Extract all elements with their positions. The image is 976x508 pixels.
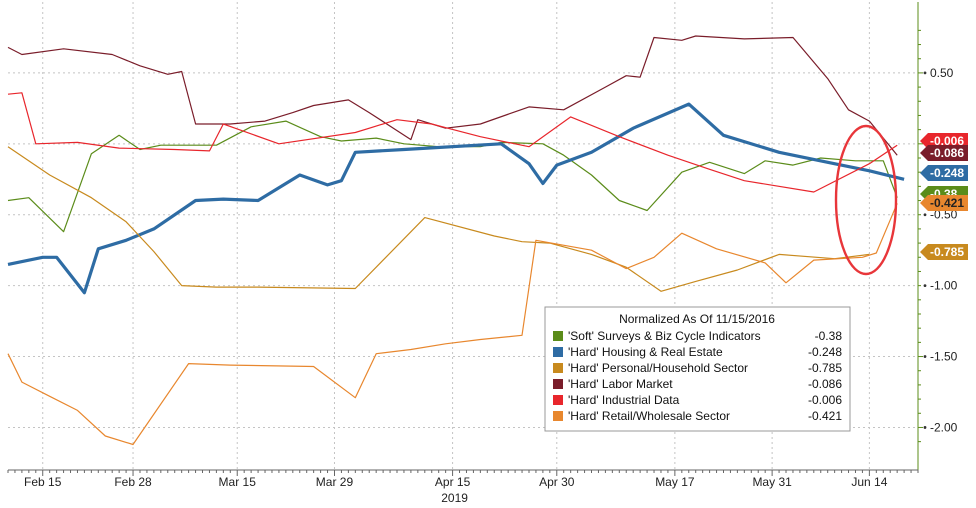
series-line-6 bbox=[7, 203, 898, 446]
x-year-label: 2019 bbox=[441, 491, 468, 505]
x-tick-label: Apr 30 bbox=[539, 475, 575, 489]
x-tick-label: Mar 15 bbox=[219, 475, 257, 489]
value-tag-bg-6 bbox=[920, 195, 968, 211]
legend-title: Normalized As Of 11/15/2016 bbox=[619, 312, 775, 326]
value-tag-2: -0.248 bbox=[930, 166, 964, 180]
y-tick-label: -1.50 bbox=[930, 350, 958, 364]
legend-value-2: -0.248 bbox=[808, 345, 842, 359]
legend-label-2: 'Hard' Housing & Real Estate bbox=[568, 345, 723, 359]
y-tick-label: -0.50 bbox=[930, 208, 958, 222]
value-tag-bg-3 bbox=[920, 244, 968, 260]
x-tick-label: Feb 28 bbox=[114, 475, 152, 489]
value-tag-bg-4 bbox=[920, 145, 968, 161]
value-tag-3: -0.785 bbox=[930, 245, 964, 259]
value-tag-5: -0.006 bbox=[930, 134, 964, 148]
y-tick-marker bbox=[923, 426, 927, 429]
value-tag-4: -0.086 bbox=[930, 146, 964, 160]
x-tick-label: Apr 15 bbox=[435, 475, 471, 489]
legend-swatch-2 bbox=[553, 347, 563, 357]
legend: Normalized As Of 11/15/2016 'Soft' Survey… bbox=[544, 306, 851, 432]
legend-swatch-3 bbox=[553, 363, 563, 373]
x-tick-label: May 31 bbox=[752, 475, 792, 489]
y-tick-marker bbox=[923, 71, 927, 75]
legend-swatch-6 bbox=[553, 411, 563, 421]
y-tick-label: 0.50 bbox=[930, 66, 954, 80]
x-tick-label: May 17 bbox=[655, 475, 695, 489]
x-tick-label: Feb 15 bbox=[24, 475, 62, 489]
legend-label-5: 'Hard' Industrial Data bbox=[568, 393, 680, 407]
legend-swatch-5 bbox=[553, 395, 563, 405]
series-line-1 bbox=[7, 120, 898, 233]
y-tick-label: -1.00 bbox=[930, 279, 958, 293]
legend-value-1: -0.38 bbox=[815, 329, 843, 343]
y-tick-label: -2.00 bbox=[930, 420, 958, 434]
legend-label-1: 'Soft' Surveys & Biz Cycle Indicators bbox=[568, 329, 761, 343]
annotations bbox=[834, 124, 898, 276]
x-tick-label: Mar 29 bbox=[316, 475, 354, 489]
legend-label-3: 'Hard' Personal/Household Sector bbox=[568, 361, 748, 375]
series-line-2 bbox=[7, 102, 905, 295]
y-tick-marker bbox=[923, 213, 927, 217]
value-tag-bg-2 bbox=[920, 165, 968, 181]
y-tick-marker bbox=[923, 355, 927, 358]
value-tag-6: -0.421 bbox=[930, 196, 964, 210]
series-line-3 bbox=[7, 146, 870, 292]
series-lines bbox=[7, 35, 905, 446]
axes: 0.50 -0.50 -1.00 -1.50 -2.00 Feb 15 Feb 28 Mar … bbox=[7, 2, 958, 505]
y-tick-marker bbox=[923, 284, 927, 288]
legend-label-4: 'Hard' Labor Market bbox=[568, 377, 673, 391]
legend-value-3: -0.785 bbox=[808, 361, 842, 375]
legend-box bbox=[544, 306, 851, 432]
x-tick-label: Jun 14 bbox=[851, 475, 887, 489]
legend-value-6: -0.421 bbox=[808, 409, 842, 423]
legend-swatch-4 bbox=[553, 379, 563, 389]
highlight-ellipse bbox=[834, 124, 898, 276]
legend-value-4: -0.086 bbox=[808, 377, 842, 391]
legend-swatch-1 bbox=[553, 331, 563, 341]
value-tags: -0.006-0.086-0.248-0.38-0.421-0.785 bbox=[920, 133, 968, 260]
legend-value-5: -0.006 bbox=[808, 393, 842, 407]
legend-label-6: 'Hard' Retail/Wholesale Sector bbox=[568, 409, 730, 423]
series-line-5 bbox=[7, 92, 898, 193]
